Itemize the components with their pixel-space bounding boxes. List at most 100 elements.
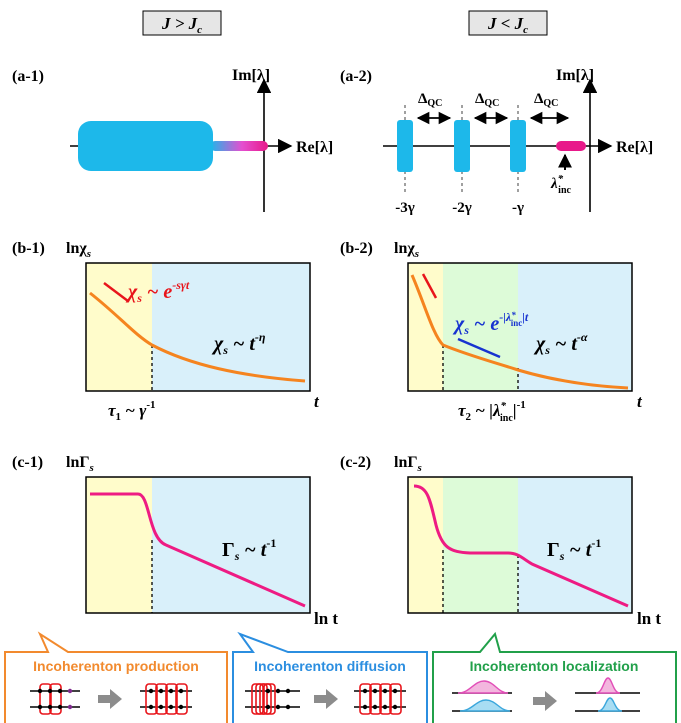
axis-lnchi-sub-b1: s: [86, 248, 91, 260]
diffusion-before-diagram: [245, 683, 300, 715]
region-diffusion-c1: [152, 477, 310, 613]
axis-label-im-a2: Im[λ]: [556, 67, 594, 84]
eigenvalue-band-3g: [397, 120, 413, 172]
panel-label-c1: (c-1): [12, 454, 43, 471]
axis-label-re-a1: Re[λ]: [296, 139, 333, 156]
arrow-icon-localization: [533, 691, 557, 711]
tick-3g: -3γ: [395, 200, 415, 216]
arrow-icon-production: [98, 689, 122, 709]
delta-qc-label-2: Δ: [475, 91, 485, 107]
axis-lngamma-main-c1: lnΓ: [66, 454, 90, 471]
region-diffusion-b2: [518, 263, 632, 391]
axis-label-lnchi-b2: lnχs: [394, 240, 419, 260]
delta-qc-sub-2: QC: [484, 98, 499, 109]
legend-diffusion: Incoherenton diffusion: [232, 631, 428, 723]
delta-qc-sub-1: QC: [427, 98, 442, 109]
arrow-icon-diffusion: [314, 689, 338, 709]
axis-lnchi-main-b2: lnχ: [394, 240, 415, 257]
axis-lngamma-sub-c2: s: [417, 462, 422, 474]
lambda-inc-sup: *: [558, 173, 564, 185]
exp-decay-guide-b2: [421, 273, 438, 299]
localization-before-diagram: [452, 680, 512, 712]
axis-label-lnchi-b1: lnχs: [66, 240, 91, 260]
panel-label-c2: (c-2): [340, 454, 371, 471]
formula-gamma-c2: Γs ~ t-1: [547, 536, 601, 563]
delta-qc-sub-3: QC: [543, 98, 558, 109]
axis-lnchi-main-b1: lnχ: [66, 240, 87, 257]
incoherent-decay-guide-b2: [457, 337, 501, 359]
svg-text:ΔQC: ΔQC: [475, 91, 499, 109]
diffusion-after-diagram: [354, 683, 406, 715]
plot-frame-b1: [85, 262, 311, 392]
gamma-curve-c1: [90, 492, 306, 608]
region-production-b2: [408, 263, 443, 391]
plot-frame-c2: [407, 476, 633, 614]
region-production-b1: [86, 263, 152, 391]
gamma-curve-c2: [413, 484, 629, 608]
incoherent-eigenvalue: [556, 141, 586, 151]
axis-lnchi-sub-b2: s: [414, 248, 419, 260]
chi-curve-b1: [89, 291, 306, 383]
legend-localization-label: Incoherenton localization: [470, 658, 639, 674]
panel-label-a2: (a-2): [340, 68, 372, 85]
svg-text:J > Jc: J > Jc: [161, 14, 202, 36]
region-production-c2: [408, 477, 443, 613]
legend-production-label: Incoherenton production: [33, 658, 199, 674]
axis-label-re-a2: Re[λ]: [616, 139, 653, 156]
exp-decay-guide-b1: [103, 282, 129, 302]
tick-g: -γ: [512, 200, 524, 216]
chi-curve-b2: [410, 274, 629, 390]
axis-label-t-b2: t: [637, 392, 643, 411]
legend-diffusion-label: Incoherenton diffusion: [254, 658, 406, 674]
axis-label-lnt-c2: ln t: [637, 609, 661, 628]
lambda-inc-sub: inc: [558, 185, 571, 196]
lambda-inc-symbol: λ: [550, 176, 558, 192]
header-right-sub: c: [523, 24, 528, 36]
timescale-tau2: τ2 ~ |λ* inc|-1: [458, 399, 526, 424]
region-localization-b2: [443, 263, 518, 391]
delta-qc-gap-1: ΔQC: [416, 91, 452, 125]
localization-after-diagram: [575, 677, 640, 712]
delta-qc-label-1: Δ: [418, 91, 428, 107]
region-localization-c2: [443, 477, 518, 613]
axis-label-t-b1: t: [314, 392, 320, 411]
panel-label-b1: (b-1): [12, 240, 45, 257]
region-diffusion-c2: [518, 477, 632, 613]
header-right-text: J < J: [487, 14, 524, 33]
axis-label-lnt-c1: ln t: [314, 609, 338, 628]
eigenvalue-band-g: [510, 120, 526, 172]
header-left-sub: c: [197, 24, 202, 36]
header-right: J < Jc: [468, 10, 548, 36]
header-left: J > Jc: [142, 10, 222, 36]
plot-frame-c1: [85, 476, 311, 614]
continuous-spectrum-block: [78, 121, 213, 171]
panel-label-b2: (b-2): [340, 240, 373, 257]
plot-frame-b2: [407, 262, 633, 392]
tick-2g: -2γ: [452, 200, 472, 216]
legend-production: Incoherenton production: [4, 631, 228, 723]
formula-exp-b2: χs ~ e-|λ* inc|t: [452, 310, 529, 337]
formula-exp-b1: χs ~ e-sγt: [125, 278, 190, 305]
production-after-diagram: [140, 683, 192, 715]
axis-label-lngamma-c2: lnΓs: [394, 454, 422, 474]
panel-label-a1: (a-1): [12, 68, 44, 85]
timescale-tau1: τ1 ~ γ-1: [108, 399, 155, 423]
delta-qc-gap-3: ΔQC: [529, 91, 570, 125]
legend-localization: Incoherenton localization: [432, 631, 677, 723]
axis-label-lngamma-c1: lnΓs: [66, 454, 94, 474]
eigenvalue-band-2g: [454, 120, 470, 172]
delta-qc-label-3: Δ: [534, 91, 544, 107]
delta-qc-gap-2: ΔQC: [473, 91, 509, 125]
spectrum-tail-a1: [210, 141, 268, 151]
production-before-diagram: [30, 683, 80, 715]
axis-lngamma-main-c2: lnΓ: [394, 454, 418, 471]
lambda-inc-label: λ* inc: [550, 173, 572, 196]
svg-text:ΔQC: ΔQC: [534, 91, 558, 109]
header-left-text: J > J: [161, 14, 198, 33]
region-production-c1: [86, 477, 152, 613]
axis-lngamma-sub-c1: s: [89, 462, 94, 474]
svg-text:ΔQC: ΔQC: [418, 91, 442, 109]
svg-text:J < Jc: J < Jc: [487, 14, 528, 36]
